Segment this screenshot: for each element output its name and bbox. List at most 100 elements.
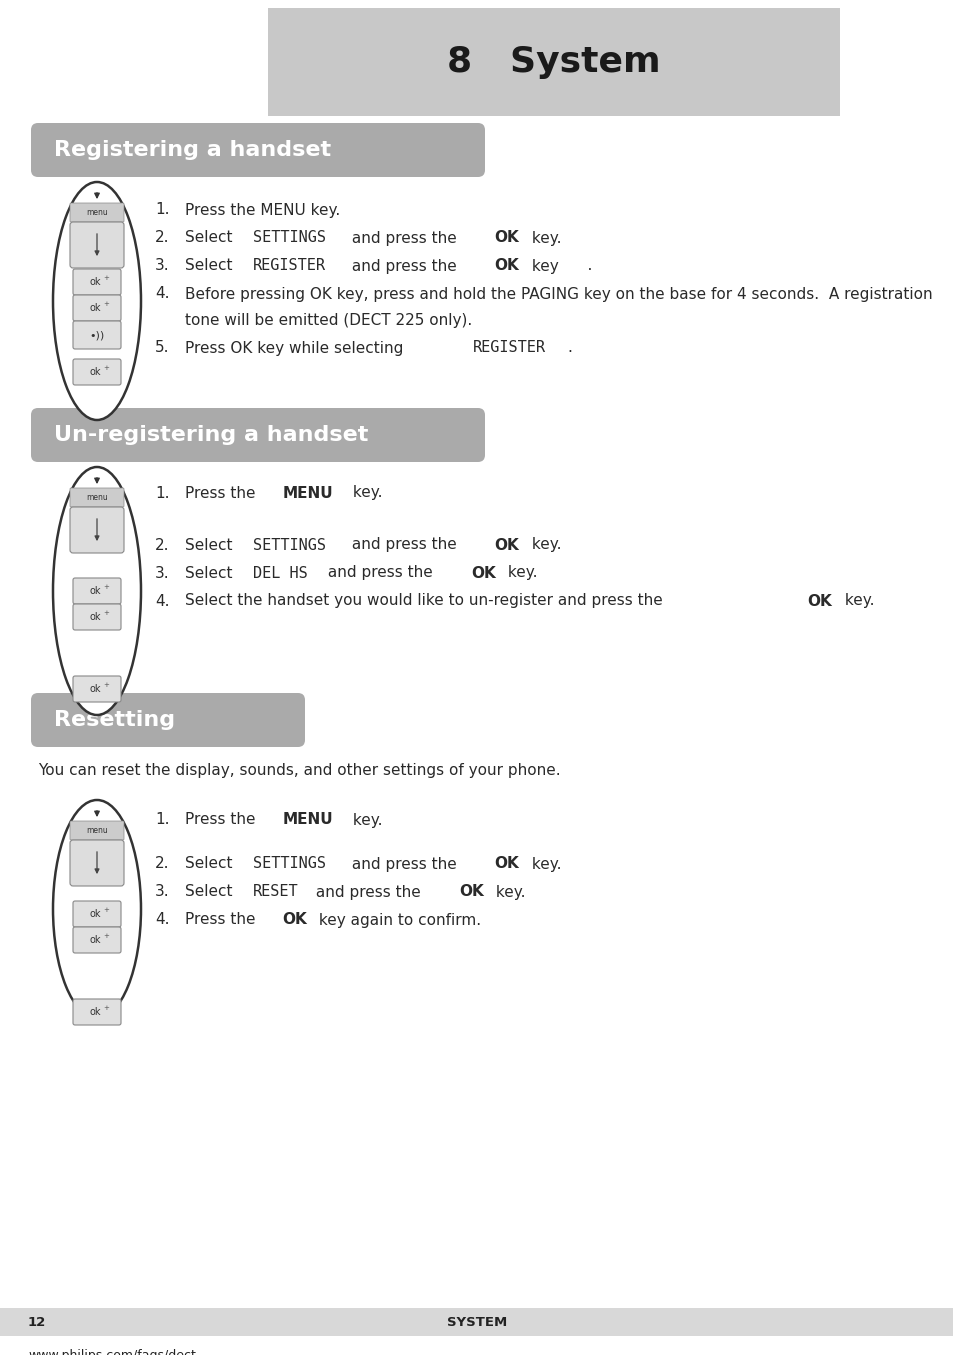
Text: Select: Select (185, 230, 237, 245)
Text: key.: key. (491, 885, 525, 900)
Text: ok: ok (90, 367, 101, 377)
Text: OK: OK (495, 259, 518, 274)
Ellipse shape (53, 799, 141, 1018)
Text: 4.: 4. (154, 593, 170, 608)
FancyBboxPatch shape (70, 222, 124, 268)
Text: 8   System: 8 System (447, 45, 660, 79)
Text: You can reset the display, sounds, and other settings of your phone.: You can reset the display, sounds, and o… (38, 763, 560, 778)
Text: key.: key. (347, 485, 382, 500)
FancyBboxPatch shape (73, 999, 121, 1024)
Text: DEL HS: DEL HS (253, 565, 307, 580)
Text: menu: menu (86, 827, 108, 835)
Text: 5.: 5. (154, 340, 170, 355)
Text: .: . (567, 340, 572, 355)
FancyBboxPatch shape (70, 840, 124, 886)
Text: +: + (103, 275, 109, 280)
Text: 3.: 3. (154, 885, 170, 900)
Text: 2.: 2. (154, 230, 170, 245)
FancyBboxPatch shape (73, 604, 121, 630)
FancyBboxPatch shape (70, 203, 124, 222)
Text: Press the MENU key.: Press the MENU key. (185, 202, 340, 218)
FancyBboxPatch shape (73, 270, 121, 295)
Text: tone will be emitted (DECT 225 only).: tone will be emitted (DECT 225 only). (185, 313, 472, 328)
Text: MENU: MENU (282, 485, 333, 500)
Text: key.: key. (526, 538, 560, 553)
Text: 1.: 1. (154, 202, 170, 218)
Text: Before pressing OK key, press and hold the PAGING key on the base for 4 seconds.: Before pressing OK key, press and hold t… (185, 286, 932, 302)
Text: Press the: Press the (185, 912, 260, 928)
Text: ok: ok (90, 612, 101, 622)
Text: ok: ok (90, 935, 101, 944)
Text: SETTINGS: SETTINGS (253, 856, 325, 871)
Text: Select: Select (185, 856, 237, 871)
Text: SETTINGS: SETTINGS (253, 230, 325, 245)
Text: Select: Select (185, 565, 237, 580)
Text: key.: key. (526, 230, 560, 245)
FancyBboxPatch shape (0, 1308, 953, 1336)
Text: and press the: and press the (346, 259, 461, 274)
Text: ok: ok (90, 909, 101, 919)
FancyBboxPatch shape (73, 359, 121, 385)
Text: REGISTER: REGISTER (473, 340, 545, 355)
FancyBboxPatch shape (73, 927, 121, 953)
Text: +: + (103, 610, 109, 617)
FancyBboxPatch shape (73, 579, 121, 604)
Text: Select: Select (185, 538, 237, 553)
Text: key.: key. (839, 593, 873, 608)
Text: and press the: and press the (346, 230, 461, 245)
Text: 12: 12 (28, 1316, 46, 1328)
Text: OK: OK (495, 856, 518, 871)
Text: ok: ok (90, 585, 101, 596)
FancyBboxPatch shape (30, 692, 305, 747)
Text: 2.: 2. (154, 856, 170, 871)
FancyBboxPatch shape (30, 123, 484, 178)
Text: www.philips.com/faqs/dect: www.philips.com/faqs/dect (28, 1350, 195, 1355)
Text: Registering a handset: Registering a handset (54, 140, 331, 160)
FancyBboxPatch shape (73, 676, 121, 702)
Text: OK: OK (495, 538, 518, 553)
Text: Press OK key while selecting: Press OK key while selecting (185, 340, 408, 355)
Text: and press the: and press the (346, 856, 461, 871)
Text: Resetting: Resetting (54, 710, 175, 730)
Text: Press the: Press the (185, 485, 260, 500)
Text: 4.: 4. (154, 912, 170, 928)
Text: Select: Select (185, 885, 237, 900)
Text: ok: ok (90, 684, 101, 694)
Text: SETTINGS: SETTINGS (253, 538, 325, 553)
FancyBboxPatch shape (73, 321, 121, 350)
Text: RESET: RESET (253, 885, 298, 900)
Text: Un-registering a handset: Un-registering a handset (54, 425, 368, 444)
Text: Select the handset you would like to un-register and press the: Select the handset you would like to un-… (185, 593, 667, 608)
Text: +: + (103, 584, 109, 589)
Text: menu: menu (86, 209, 108, 217)
Text: OK: OK (282, 912, 307, 928)
Text: 1.: 1. (154, 813, 170, 828)
FancyBboxPatch shape (73, 295, 121, 321)
Text: key again to confirm.: key again to confirm. (314, 912, 481, 928)
FancyBboxPatch shape (30, 408, 484, 462)
Text: ok: ok (90, 276, 101, 287)
Text: 3.: 3. (154, 259, 170, 274)
Text: ok: ok (90, 304, 101, 313)
Text: 4.: 4. (154, 286, 170, 302)
Text: OK: OK (807, 593, 832, 608)
Text: +: + (103, 364, 109, 371)
FancyBboxPatch shape (70, 507, 124, 553)
Text: and press the: and press the (346, 538, 461, 553)
Text: Select: Select (185, 259, 237, 274)
Text: MENU: MENU (282, 813, 333, 828)
Text: REGISTER: REGISTER (253, 259, 325, 274)
Text: Press the: Press the (185, 813, 260, 828)
FancyBboxPatch shape (70, 488, 124, 507)
Text: 3.: 3. (154, 565, 170, 580)
Text: menu: menu (86, 493, 108, 501)
Text: +: + (103, 1005, 109, 1011)
Text: 1.: 1. (154, 485, 170, 500)
Text: +: + (103, 682, 109, 688)
Text: key.: key. (526, 856, 560, 871)
FancyBboxPatch shape (70, 821, 124, 840)
Text: OK: OK (471, 565, 496, 580)
Text: key: key (526, 259, 558, 274)
Text: .: . (567, 259, 591, 274)
Text: OK: OK (459, 885, 483, 900)
